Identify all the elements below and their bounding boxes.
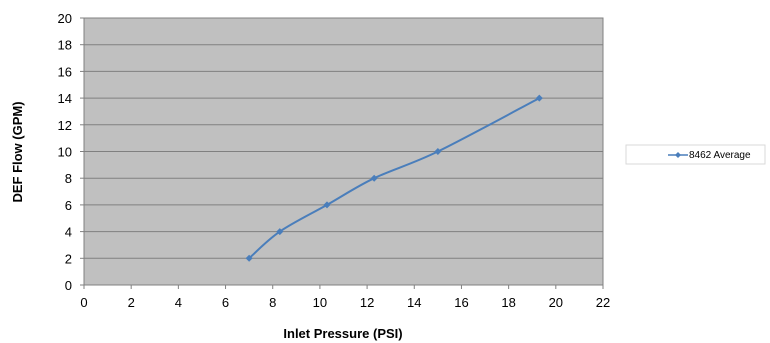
data-point (245, 254, 253, 262)
x-axis-title: Inlet Pressure (PSI) (283, 326, 402, 341)
y-axis-title: DEF Flow (GPM) (10, 101, 25, 202)
y-tick-label: 8 (65, 171, 72, 186)
series-layer (245, 94, 543, 262)
x-tick-label: 2 (128, 295, 135, 310)
y-tick-label: 18 (58, 38, 72, 53)
data-point (434, 148, 442, 155)
x-tick-label: 16 (454, 295, 468, 310)
y-axis-ticks: 0 2 4 6 8 10 12 14 16 18 20 (58, 11, 84, 293)
y-tick-label: 16 (58, 64, 72, 79)
x-tick-label: 12 (360, 295, 374, 310)
x-tick-label: 10 (313, 295, 327, 310)
x-tick-label: 14 (407, 295, 421, 310)
legend: 8462 Average (625, 144, 766, 165)
y-tick-label: 20 (58, 11, 72, 26)
data-point (535, 94, 543, 102)
y-tick-label: 4 (65, 225, 72, 240)
x-tick-label: 22 (596, 295, 610, 310)
legend-box (625, 144, 766, 165)
y-tick-label: 10 (58, 145, 72, 160)
x-tick-label: 6 (222, 295, 229, 310)
x-axis-ticks: 0 2 4 6 8 10 12 14 16 18 20 22 (80, 285, 610, 310)
y-tick-label: 0 (65, 278, 72, 293)
x-tick-label: 0 (80, 295, 87, 310)
y-tick-label: 14 (58, 91, 72, 106)
legend-label: 8462 Average (689, 150, 751, 161)
x-tick-label: 8 (269, 295, 276, 310)
data-point (276, 228, 284, 236)
gridlines (84, 44, 603, 259)
x-tick-label: 4 (175, 295, 182, 310)
data-point (323, 201, 331, 209)
y-tick-label: 2 (65, 251, 72, 266)
x-tick-label: 20 (549, 295, 563, 310)
data-point (370, 174, 378, 182)
y-tick-label: 12 (58, 118, 72, 133)
legend-marker-icon (675, 152, 681, 158)
x-tick-label: 18 (501, 295, 515, 310)
y-tick-label: 6 (65, 198, 72, 213)
